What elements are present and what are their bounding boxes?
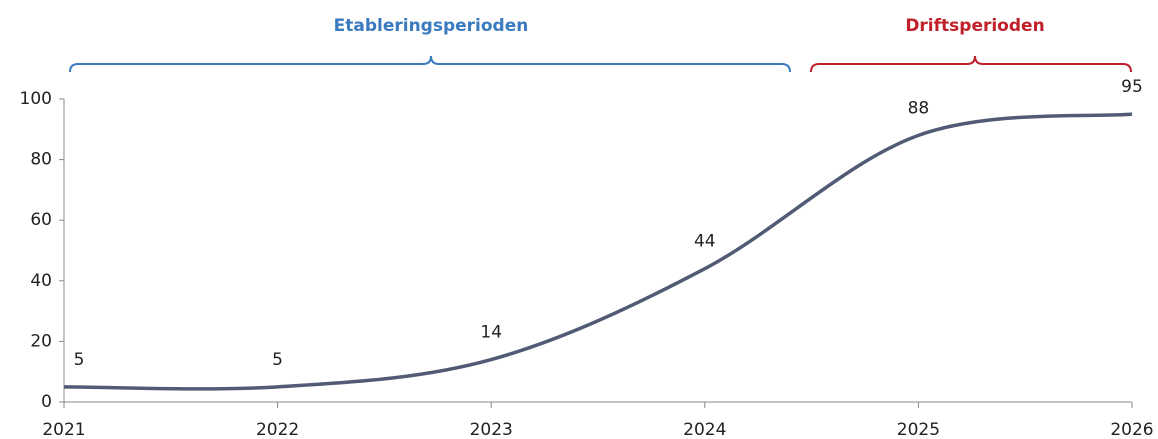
y-tick-label: 80 xyxy=(30,150,52,170)
y-tick-label: 100 xyxy=(20,89,52,109)
data-label: 88 xyxy=(908,98,930,118)
x-tick-label: 2024 xyxy=(683,420,726,439)
annotation: Etableringsperioden xyxy=(334,16,529,36)
data-label: 14 xyxy=(480,323,502,343)
bracket xyxy=(810,55,1132,73)
annotation: Driftsperioden xyxy=(905,16,1044,36)
x-tick-label: 2022 xyxy=(256,420,299,439)
y-tick-label: 20 xyxy=(30,331,52,351)
x-tick-label: 2025 xyxy=(897,420,940,439)
line xyxy=(63,112,1133,391)
x-tick-label: 2021 xyxy=(42,420,85,439)
x-tick-label: 2026 xyxy=(1110,420,1153,439)
data-label: 95 xyxy=(1121,77,1143,97)
y-tick-label: 40 xyxy=(30,271,52,291)
data-label: 5 xyxy=(74,350,85,370)
x-tick-label: 2023 xyxy=(470,420,513,439)
bracket xyxy=(69,55,791,73)
data-label: 5 xyxy=(272,350,283,370)
y-tick-label: 0 xyxy=(41,392,52,412)
data-label: 44 xyxy=(694,232,716,252)
y-tick-label: 60 xyxy=(30,210,52,230)
